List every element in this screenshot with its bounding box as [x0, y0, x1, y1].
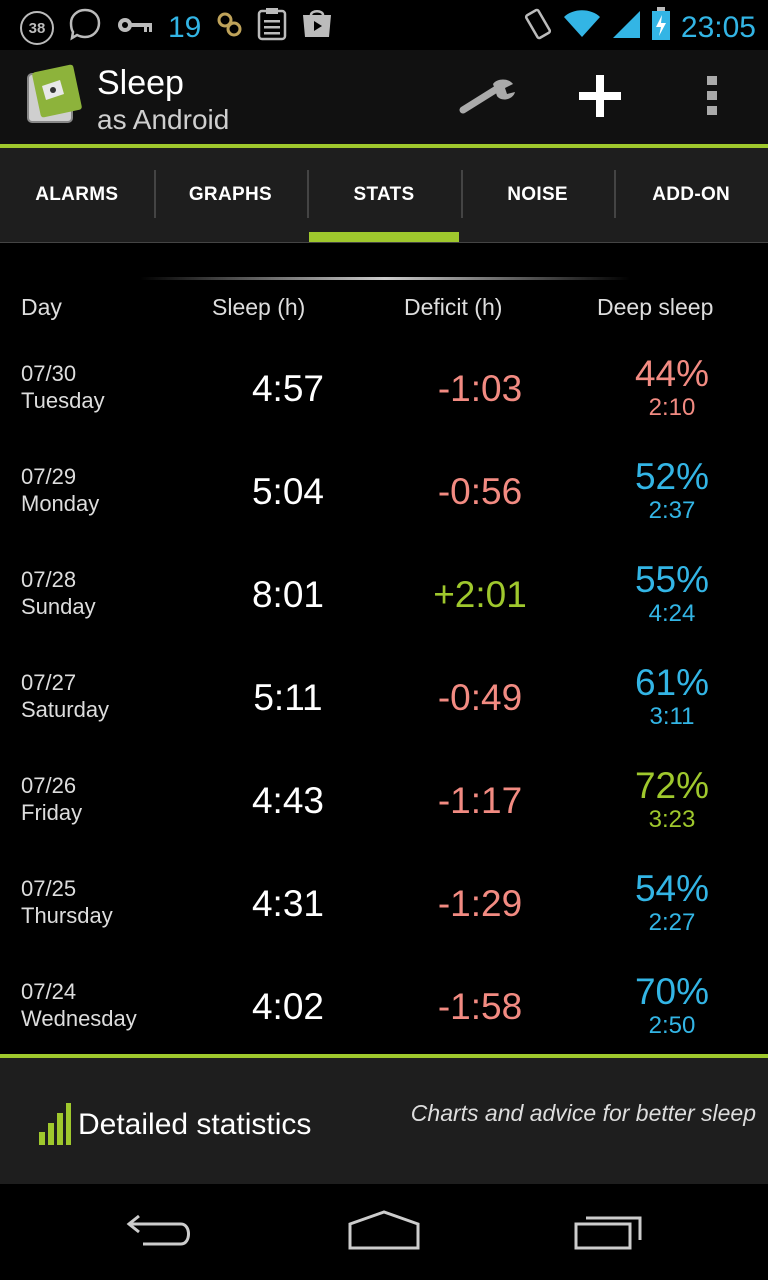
row-deep-sleep: 55% 4:24 [634, 559, 710, 628]
divider [140, 277, 630, 280]
column-header-day: Day [21, 294, 62, 320]
tab-stats[interactable]: STATS [307, 148, 461, 242]
detailed-statistics-subtitle: Charts and advice for better sleep [410, 1100, 756, 1126]
row-deep-sleep: 70% 2:50 [634, 971, 710, 1040]
row-deep-sleep: 61% 3:11 [634, 662, 710, 731]
row-deep-sleep: 54% 2:27 [634, 868, 710, 937]
row-date: 07/29 Monday [21, 464, 100, 516]
table-row[interactable]: 07/28 Sunday 8:01 +2:01 55% 4:24 [0, 554, 768, 657]
app-logo-icon[interactable] [24, 64, 86, 126]
detailed-statistics-title: Detailed statistics [78, 1108, 312, 1141]
notification-badge-icon: 38 [20, 11, 54, 45]
row-date: 07/24 Wednesday [21, 979, 137, 1031]
status-bar: 38 19 23:05 [0, 0, 768, 50]
navigation-bar [0, 1184, 768, 1280]
recent-apps-icon [574, 1210, 646, 1255]
back-icon [125, 1210, 195, 1255]
row-deficit: +2:01 [433, 574, 527, 615]
row-sleep: 4:02 [251, 986, 324, 1027]
table-row[interactable]: 07/26 Friday 4:43 -1:17 72% 3:23 [0, 760, 768, 863]
tab-graphs[interactable]: GRAPHS [153, 148, 308, 242]
row-sleep: 4:43 [251, 780, 324, 821]
clipboard-icon [257, 7, 287, 49]
row-deficit: -0:56 [437, 471, 523, 512]
stats-table-header: Day Sleep (h) Deficit (h) Deep sleep [0, 294, 768, 326]
row-date: 07/30 Tuesday [21, 361, 105, 413]
bar-chart-icon [38, 1102, 72, 1151]
gear-pair-icon [215, 10, 243, 46]
row-deficit: -1:17 [437, 780, 523, 821]
column-header-deep-sleep: Deep sleep [597, 294, 714, 320]
tab-alarms[interactable]: ALARMS [35, 184, 119, 205]
row-deep-sleep: 44% 2:10 [634, 353, 710, 422]
row-deficit: -1:03 [437, 368, 523, 409]
action-bar: Sleep as Android [0, 50, 768, 148]
table-row[interactable]: 07/25 Thursday 4:31 -1:29 54% 2:27 [0, 863, 768, 966]
row-sleep: 4:31 [251, 883, 324, 924]
recent-apps-button[interactable] [560, 1204, 660, 1260]
settings-button[interactable] [458, 68, 518, 128]
table-row[interactable]: 07/29 Monday 5:04 -0:56 52% 2:37 [0, 451, 768, 554]
key-count: 19 [168, 11, 202, 44]
table-row[interactable]: 07/27 Saturday 5:11 -0:49 61% 3:11 [0, 657, 768, 760]
row-deficit: -1:58 [437, 986, 523, 1027]
clock: 23:05 [680, 11, 756, 44]
overflow-menu-button[interactable] [682, 68, 742, 128]
add-alarm-button[interactable] [570, 68, 630, 128]
row-date: 07/27 Saturday [21, 670, 110, 722]
key-icon [116, 11, 154, 45]
row-deep-sleep: 72% 3:23 [634, 765, 710, 834]
overflow-menu-icon [706, 75, 718, 122]
wifi-icon [563, 9, 601, 47]
vibrate-icon [523, 7, 553, 49]
app-title: Sleep [97, 64, 184, 102]
signal-icon [611, 9, 641, 47]
row-date: 07/28 Sunday [21, 567, 96, 619]
row-deficit: -0:49 [437, 677, 523, 718]
row-sleep: 8:01 [251, 574, 324, 615]
row-date: 07/26 Friday [21, 773, 83, 825]
detailed-statistics-button[interactable]: Detailed statistics Charts and advice fo… [0, 1054, 768, 1188]
row-date: 07/25 Thursday [21, 876, 113, 928]
home-icon [346, 1209, 422, 1255]
plus-icon [577, 73, 623, 124]
home-button[interactable] [334, 1204, 434, 1260]
stats-table: 07/30 Tuesday 4:57 -1:03 44% 2:10 07/29 Mon… [0, 348, 768, 1069]
row-sleep: 4:57 [251, 368, 324, 409]
battery-charging-icon [651, 7, 671, 49]
wrench-icon [459, 76, 517, 121]
row-sleep: 5:11 [253, 677, 323, 718]
tab-add-on[interactable]: ADD-ON [614, 148, 768, 242]
table-row[interactable]: 07/30 Tuesday 4:57 -1:03 44% 2:10 [0, 348, 768, 451]
row-deficit: -1:29 [437, 883, 523, 924]
table-row[interactable]: 07/24 Wednesday 4:02 -1:58 70% 2:50 [0, 966, 768, 1069]
row-sleep: 5:04 [251, 471, 324, 512]
column-header-sleep: Sleep (h) [212, 294, 306, 320]
column-header-deficit: Deficit (h) [404, 294, 503, 320]
play-store-icon [301, 9, 333, 47]
tab-bar: ALARMS GRAPHS STATS NOISE ADD-ON [0, 148, 768, 243]
chat-bubble-icon [68, 7, 102, 49]
app-subtitle: as Android [97, 104, 230, 135]
tab-noise[interactable]: NOISE [460, 148, 615, 242]
back-button[interactable] [110, 1204, 210, 1260]
row-deep-sleep: 52% 2:37 [634, 456, 710, 525]
